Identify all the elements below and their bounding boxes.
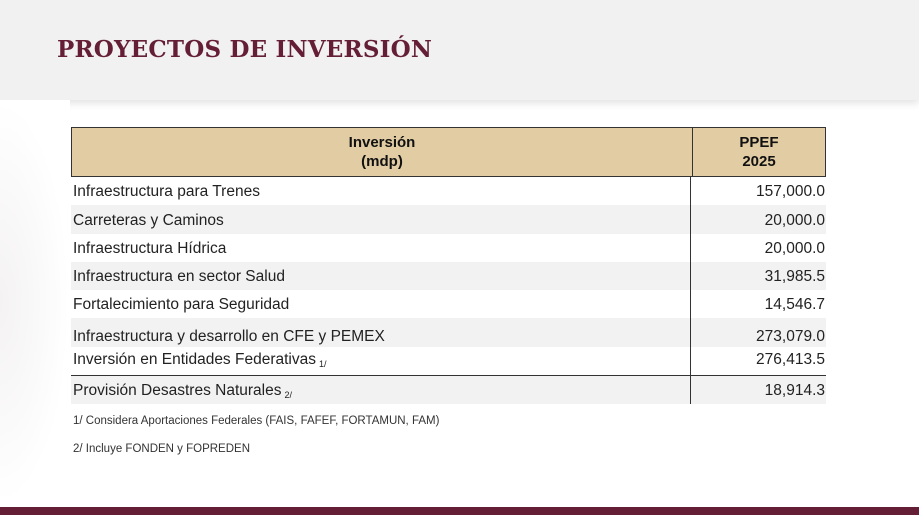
row-value: 14,546.7 — [764, 296, 825, 314]
row-value: 157,000.0 — [756, 183, 825, 201]
row-value: 20,000.0 — [764, 239, 825, 257]
footnote-ref: 2/ — [284, 390, 292, 401]
header-band: PROYECTOS DE INVERSIÓN — [0, 0, 919, 100]
row-label: Infraestructura Hídrica — [71, 233, 691, 262]
table-row: Infraestructura para Trenes 157,000.0 — [71, 177, 826, 206]
table-header: Inversión (mdp) PPEF 2025 — [71, 127, 826, 177]
row-label: Fortalecimiento para Seguridad — [71, 290, 691, 319]
table-row: Infraestructura en sector Salud 31,985.5 — [71, 261, 826, 291]
row-label: Infraestructura y desarrollo en CFE y PE… — [71, 318, 691, 347]
table-row: Carreteras y Caminos 20,000.0 — [71, 205, 826, 234]
footnote-ref: 1/ — [318, 359, 327, 370]
table-row: Infraestructura Hídrica 20,000.0 — [71, 233, 826, 262]
header-ppef-2025: PPEF 2025 — [739, 134, 779, 170]
row-value: 31,985.5 — [764, 268, 825, 286]
background-ornament — [0, 100, 70, 505]
table-row: Provisión Desastres Naturales 2/18,914.3 — [71, 375, 826, 405]
header-investment: Inversión (mdp) — [72, 128, 693, 176]
table-row: Fortalecimiento para Seguridad 14,546.7 — [71, 290, 826, 319]
footnote-2: 2/ Incluye FONDEN y FOPREDEN — [73, 443, 251, 455]
row-label: Inversión en Entidades Federativas 1/ — [71, 346, 691, 376]
row-value: 20,000.0 — [764, 211, 825, 229]
row-value: 276,413.5 — [756, 351, 825, 369]
investment-table: Inversión (mdp) PPEF 2025 Infraestructura … — [71, 127, 826, 405]
footnote-1: 1/ Considera Aportaciones Federales (FAI… — [73, 415, 440, 427]
row-label: Provisión Desastres Naturales 2/ — [71, 376, 691, 405]
row-label: Infraestructura en sector Salud — [71, 261, 691, 291]
row-label: Infraestructura para Trenes — [71, 177, 691, 206]
row-value: 18,914.3 — [764, 382, 825, 400]
page-title: PROYECTOS DE INVERSIÓN — [57, 36, 433, 63]
row-label: Carreteras y Caminos — [71, 205, 691, 234]
table-row: Infraestructura y desarrollo en CFE y PE… — [71, 318, 826, 347]
row-value: 273,079.0 — [756, 327, 825, 345]
bottom-brand-bar — [0, 507, 919, 515]
table-row: Inversión en Entidades Federativas 1/276,… — [71, 346, 826, 376]
